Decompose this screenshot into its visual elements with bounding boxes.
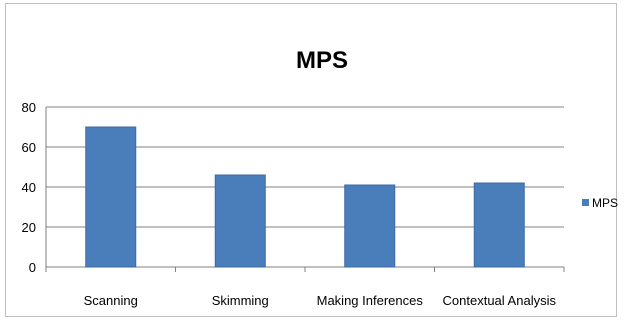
bars — [85, 126, 525, 268]
bar-making-inferences — [344, 184, 396, 268]
bar-contextual-analysis — [473, 182, 525, 268]
bar-scanning — [85, 126, 137, 268]
chart-frame: MPS 0 20 40 60 80 Scanning Skimming Making Inf… — [5, 3, 618, 317]
legend-label: MPS — [592, 196, 618, 210]
x-category-label: Skimming — [212, 293, 269, 308]
x-category-label: Contextual Analysis — [443, 293, 557, 308]
y-tick-label: 40 — [22, 180, 36, 195]
y-tick-label: 0 — [29, 260, 36, 275]
x-axis-category-labels: Scanning Skimming Making Inferences Context… — [84, 293, 557, 308]
chart-area: MPS 0 20 40 60 80 Scanning Skimming Making Inf… — [22, 47, 618, 308]
chart-title: MPS — [296, 47, 348, 74]
y-axis-tick-labels: 0 20 40 60 80 — [22, 100, 36, 275]
y-tick-label: 60 — [22, 140, 36, 155]
bar-skimming — [214, 174, 266, 268]
y-tick-label: 80 — [22, 100, 36, 115]
x-category-label: Making Inferences — [317, 293, 424, 308]
legend-swatch — [582, 199, 589, 206]
y-tick-label: 20 — [22, 220, 36, 235]
x-category-label: Scanning — [84, 293, 138, 308]
legend: MPS — [582, 196, 618, 210]
